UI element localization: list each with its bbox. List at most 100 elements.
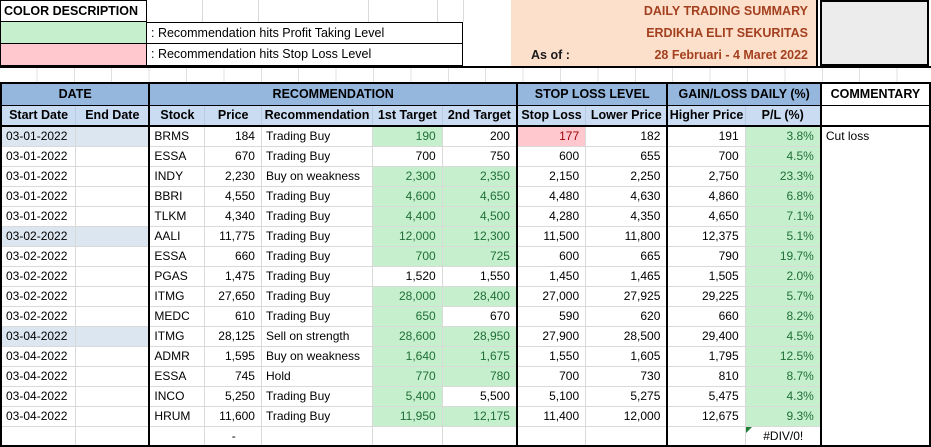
column-header-1st-target[interactable]: 1st Target <box>372 104 443 127</box>
cell-stock[interactable]: PGAS <box>148 265 206 287</box>
cell-higher-price[interactable]: 700 <box>666 145 746 167</box>
column-header-pl-pct[interactable]: P/L (%) <box>744 104 822 127</box>
cell-start-date[interactable]: 03-04-2022 <box>0 405 77 427</box>
cell-price[interactable]: 745 <box>204 365 262 387</box>
cell-end-date[interactable] <box>75 185 151 207</box>
cell-lower-price[interactable]: 28,500 <box>585 325 669 347</box>
cell-higher-price[interactable]: 660 <box>666 305 746 327</box>
cell-stop-loss[interactable]: 1,450 <box>516 265 587 287</box>
cell-stock[interactable]: BRMS <box>148 125 206 147</box>
cell-commentary[interactable] <box>820 305 931 327</box>
cell-price[interactable]: 4,550 <box>204 185 262 207</box>
cell-higher-price[interactable]: 12,675 <box>666 405 746 427</box>
cell-recommendation[interactable]: Trading Buy <box>260 225 374 247</box>
cell-commentary[interactable] <box>820 245 931 267</box>
cell-higher-price[interactable]: 191 <box>666 125 746 147</box>
cell-stock[interactable]: ITMG <box>148 285 206 307</box>
cell-pl-pct[interactable]: #DIV/0! <box>744 425 822 447</box>
cell-stock[interactable] <box>148 425 206 447</box>
cell-price[interactable]: 184 <box>204 125 262 147</box>
cell-commentary[interactable] <box>820 425 931 447</box>
cell-price[interactable]: 4,340 <box>204 205 262 227</box>
cell-price[interactable]: 1,595 <box>204 345 262 367</box>
cell-pl-pct[interactable]: 8.2% <box>744 305 822 327</box>
cell-pl-pct[interactable]: 2.0% <box>744 265 822 287</box>
cell-recommendation[interactable]: Buy on weakness <box>260 345 374 367</box>
cell-price[interactable]: 5,250 <box>204 385 262 407</box>
column-header-lower-price[interactable]: Lower Price <box>585 104 669 127</box>
cell-higher-price[interactable]: 790 <box>666 245 746 267</box>
cell-stock[interactable]: TLKM <box>148 205 206 227</box>
cell-pl-pct[interactable]: 4.3% <box>744 385 822 407</box>
cell-start-date[interactable]: 03-01-2022 <box>0 205 77 227</box>
cell-recommendation[interactable] <box>260 425 374 447</box>
cell-lower-price[interactable]: 620 <box>585 305 669 327</box>
cell-stop-loss[interactable]: 11,500 <box>516 225 587 247</box>
cell-price[interactable]: 27,650 <box>204 285 262 307</box>
cell-2nd-target[interactable]: 4,500 <box>441 205 518 227</box>
cell-1st-target[interactable] <box>372 425 443 447</box>
cell-2nd-target[interactable]: 5,500 <box>441 385 518 407</box>
cell-commentary[interactable] <box>820 405 931 427</box>
cell-1st-target[interactable]: 11,950 <box>372 405 443 427</box>
cell-higher-price[interactable]: 5,475 <box>666 385 746 407</box>
cell-2nd-target[interactable]: 2,350 <box>441 165 518 187</box>
cell-2nd-target[interactable]: 12,300 <box>441 225 518 247</box>
cell-end-date[interactable] <box>75 145 151 167</box>
cell-higher-price[interactable]: 1,505 <box>666 265 746 287</box>
cell-stop-loss[interactable]: 177 <box>516 125 587 147</box>
cell-price[interactable]: - <box>204 425 262 447</box>
cell-price[interactable]: 610 <box>204 305 262 327</box>
cell-stop-loss[interactable]: 1,550 <box>516 345 587 367</box>
cell-pl-pct[interactable]: 12.5% <box>744 345 822 367</box>
cell-1st-target[interactable]: 700 <box>372 245 443 267</box>
cell-stop-loss[interactable]: 4,480 <box>516 185 587 207</box>
cell-pl-pct[interactable]: 5.1% <box>744 225 822 247</box>
cell-stop-loss[interactable]: 600 <box>516 145 587 167</box>
cell-end-date[interactable] <box>75 245 151 267</box>
column-header-end-date[interactable]: End Date <box>75 104 151 127</box>
column-header-start-date[interactable]: Start Date <box>0 104 77 127</box>
cell-commentary[interactable] <box>820 385 931 407</box>
cell-pl-pct[interactable]: 4.5% <box>744 325 822 347</box>
column-header-stock[interactable]: Stock <box>148 104 206 127</box>
cell-lower-price[interactable]: 655 <box>585 145 669 167</box>
cell-stop-loss[interactable]: 4,280 <box>516 205 587 227</box>
cell-recommendation[interactable]: Trading Buy <box>260 145 374 167</box>
cell-start-date[interactable]: 03-01-2022 <box>0 125 77 147</box>
column-header-price[interactable]: Price <box>204 104 262 127</box>
cell-recommendation[interactable]: Trading Buy <box>260 305 374 327</box>
cell-stock[interactable]: ITMG <box>148 325 206 347</box>
cell-stock[interactable]: BBRI <box>148 185 206 207</box>
cell-stock[interactable]: MEDC <box>148 305 206 327</box>
cell-lower-price[interactable]: 2,250 <box>585 165 669 187</box>
cell-stop-loss[interactable]: 5,100 <box>516 385 587 407</box>
cell-recommendation[interactable]: Trading Buy <box>260 185 374 207</box>
cell-end-date[interactable] <box>75 305 151 327</box>
cell-1st-target[interactable]: 28,600 <box>372 325 443 347</box>
cell-2nd-target[interactable]: 12,175 <box>441 405 518 427</box>
cell-start-date[interactable]: 03-02-2022 <box>0 305 77 327</box>
column-header-recommendation[interactable]: Recommendation <box>260 104 374 127</box>
cell-stop-loss[interactable]: 27,000 <box>516 285 587 307</box>
cell-recommendation[interactable]: Trading Buy <box>260 265 374 287</box>
cell-stock[interactable]: ADMR <box>148 345 206 367</box>
cell-lower-price[interactable]: 1,465 <box>585 265 669 287</box>
cell-1st-target[interactable]: 28,000 <box>372 285 443 307</box>
cell-2nd-target[interactable]: 670 <box>441 305 518 327</box>
cell-pl-pct[interactable]: 6.8% <box>744 185 822 207</box>
cell-lower-price[interactable]: 12,000 <box>585 405 669 427</box>
cell-end-date[interactable] <box>75 325 151 347</box>
cell-stock[interactable]: INCO <box>148 385 206 407</box>
cell-commentary[interactable] <box>820 265 931 287</box>
group-header-recommendation[interactable]: RECOMMENDATION <box>148 82 518 106</box>
cell-1st-target[interactable]: 1,640 <box>372 345 443 367</box>
cell-recommendation[interactable]: Trading Buy <box>260 405 374 427</box>
cell-commentary[interactable] <box>820 345 931 367</box>
cell-lower-price[interactable]: 11,800 <box>585 225 669 247</box>
cell-end-date[interactable] <box>75 425 151 447</box>
group-header-stop-loss-level[interactable]: STOP LOSS LEVEL <box>516 82 669 106</box>
cell-higher-price[interactable]: 4,860 <box>666 185 746 207</box>
cell-stock[interactable]: INDY <box>148 165 206 187</box>
cell-recommendation[interactable]: Trading Buy <box>260 385 374 407</box>
